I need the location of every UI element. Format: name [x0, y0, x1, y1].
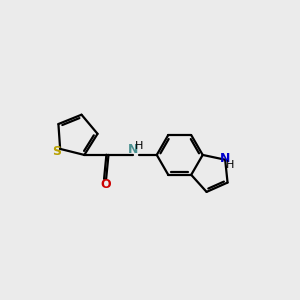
Text: H: H	[135, 141, 143, 151]
Text: N: N	[128, 143, 138, 156]
Text: S: S	[52, 145, 61, 158]
Text: O: O	[101, 178, 111, 191]
Text: N: N	[220, 152, 230, 165]
Text: H: H	[226, 160, 235, 170]
